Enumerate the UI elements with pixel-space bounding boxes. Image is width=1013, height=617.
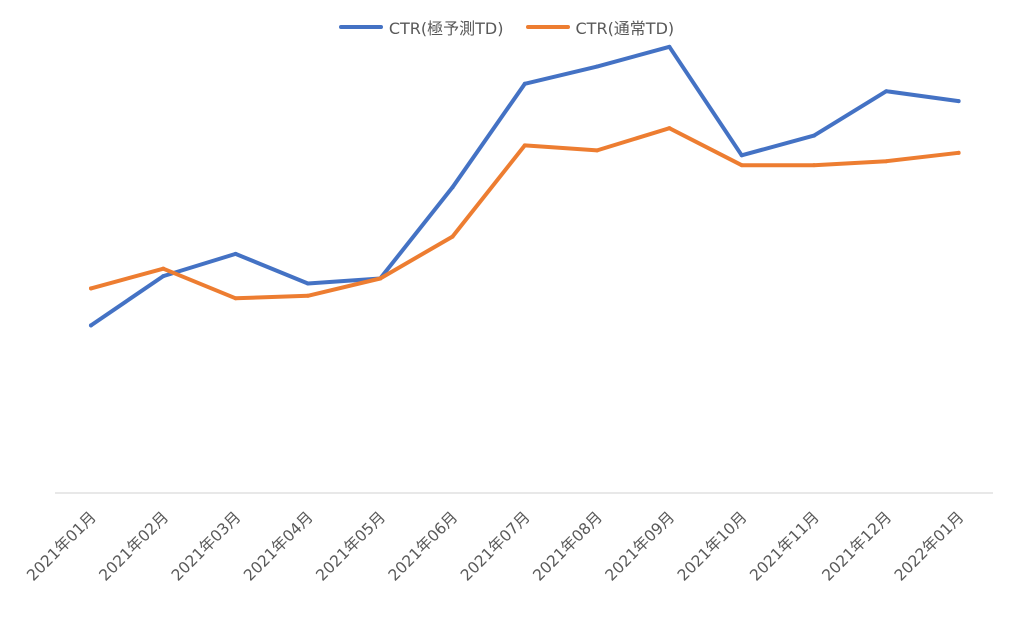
- series-2-point-11: [812, 163, 816, 168]
- x-tick-label: 2021年08月: [529, 508, 605, 584]
- series-2-point-1: [89, 286, 93, 291]
- legend-item-series-2: CTR(通常TD): [525, 15, 675, 39]
- series-lines-layer: [89, 44, 961, 328]
- series-2-point-3: [233, 296, 238, 301]
- series-2-point-7: [522, 143, 527, 148]
- series-2-point-4: [305, 293, 310, 298]
- legend-item-series-1: CTR(極予測TD): [338, 15, 504, 39]
- legend: CTR(極予測TD) CTR(通常TD): [0, 14, 1013, 40]
- series-2-point-6: [450, 234, 455, 239]
- series-2-point-9: [667, 126, 672, 131]
- x-tick-label: 2021年06月: [385, 508, 461, 584]
- series-1-point-2: [161, 274, 166, 279]
- x-tick-label: 2021年04月: [240, 508, 316, 584]
- x-tick-label: 2022年01月: [891, 508, 967, 584]
- x-tick-label: 2021年11月: [746, 508, 822, 584]
- series-2-point-12: [884, 159, 889, 164]
- x-tick-labels-layer: 2021年01月2021年02月2021年03月2021年04月2021年05月…: [23, 508, 967, 584]
- legend-label-series-2: CTR(通常TD): [575, 19, 675, 38]
- series-2-point-10: [739, 163, 744, 168]
- series-line-1: [89, 44, 961, 328]
- x-tick-label: 2021年10月: [674, 508, 750, 584]
- series-1-point-3: [233, 251, 238, 256]
- series-1-point-7: [522, 81, 527, 86]
- series-1-point-9: [667, 44, 672, 49]
- legend-swatch-series-2: [525, 25, 570, 29]
- series-1-point-6: [450, 185, 455, 190]
- series-1-point-11: [812, 133, 816, 138]
- series-2-point-8: [595, 148, 600, 153]
- legend-swatch-series-1: [338, 25, 383, 29]
- series-2-point-2: [161, 266, 166, 271]
- legend-label-series-1: CTR(極予測TD): [388, 19, 504, 38]
- x-tick-label: 2021年09月: [602, 508, 678, 584]
- x-tick-label: 2021年12月: [819, 508, 895, 584]
- series-1-point-1: [89, 323, 93, 328]
- series-line-2: [89, 126, 961, 301]
- series-1-point-13: [956, 99, 961, 104]
- series-1-point-8: [595, 64, 600, 69]
- x-tick-label: 2021年07月: [457, 508, 533, 584]
- series-1-point-12: [884, 89, 889, 94]
- x-tick-label: 2021年02月: [96, 508, 172, 584]
- series-2-point-5: [378, 276, 383, 281]
- series-1-point-10: [739, 153, 744, 158]
- series-2-point-13: [956, 150, 961, 155]
- x-tick-label: 2021年03月: [168, 508, 244, 584]
- series-1-point-4: [305, 281, 310, 286]
- x-tick-label: 2021年05月: [313, 508, 389, 584]
- x-tick-label: 2021年01月: [23, 508, 99, 584]
